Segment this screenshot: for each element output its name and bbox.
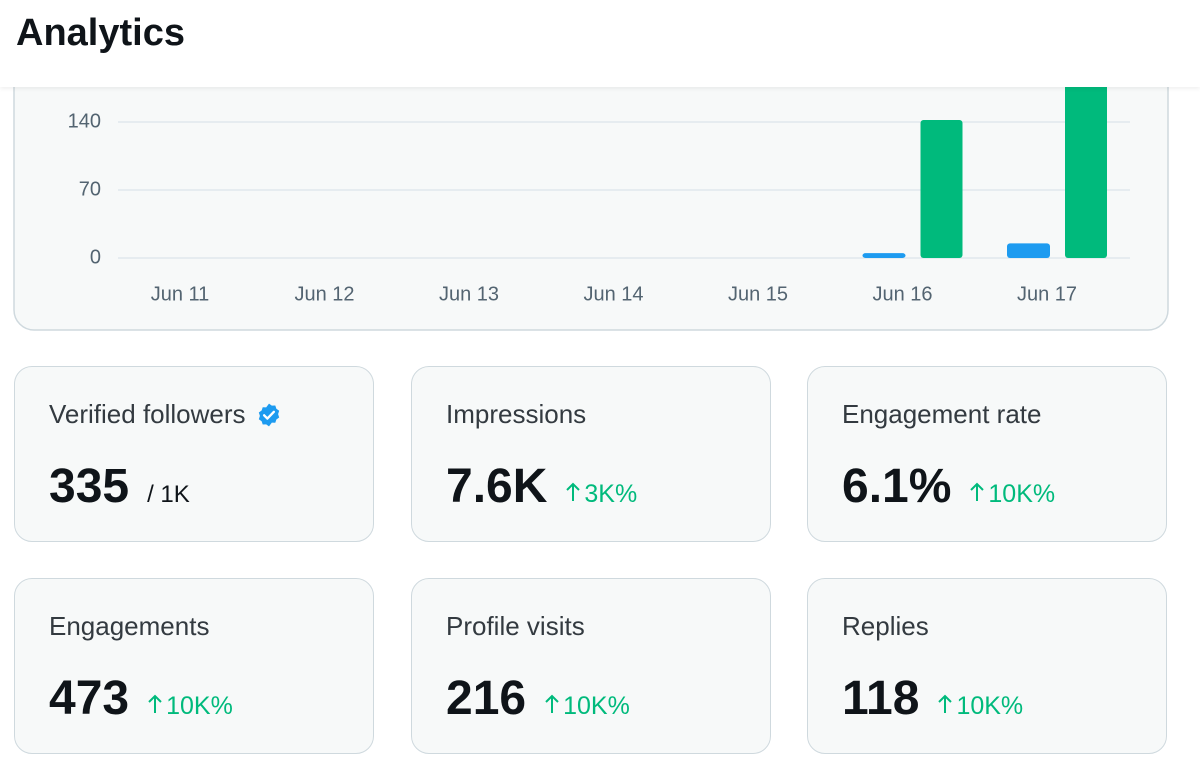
page-title: Analytics — [16, 12, 185, 54]
x-tick-label: Jun 11 — [151, 283, 210, 305]
metric-change: 10K% — [969, 480, 1055, 509]
metric-value: 6.1% — [842, 460, 952, 513]
up-arrow — [545, 694, 559, 713]
metric-row: 6.1% 10K% — [842, 459, 1055, 514]
metric-label: Engagement rate — [842, 399, 1041, 430]
metric-change: 3K% — [565, 480, 637, 509]
y-tick-label: 140 — [68, 110, 101, 132]
metric-value: 118 — [842, 672, 920, 725]
bar — [1007, 243, 1050, 258]
metric-row: 216 10K% — [446, 671, 630, 726]
metric-card[interactable]: Replies 118 10K% — [807, 578, 1167, 754]
metric-label-text: Impressions — [446, 399, 587, 429]
metric-label: Profile visits — [446, 611, 585, 642]
x-tick-label: Jun 12 — [294, 283, 354, 305]
metric-label-text: Verified followers — [49, 399, 246, 429]
metric-value: 473 — [49, 672, 130, 725]
metric-label-text: Profile visits — [446, 611, 585, 641]
metric-change-text: 10K% — [166, 692, 233, 720]
verified-badge — [258, 403, 279, 426]
up-arrow — [970, 482, 985, 501]
metric-row: 7.6K 3K% — [446, 459, 637, 514]
metric-card[interactable]: Engagements 473 10K% — [14, 578, 374, 754]
bar — [1065, 87, 1107, 258]
y-tick-label: 0 — [90, 246, 101, 268]
chart: 0 70 140 Jun 11 Jun 12 Jun 13 Jun 14 Jun 15 Jun… — [13, 19, 1169, 331]
x-tick-label: Jun 16 — [872, 283, 932, 305]
x-tick-label: Jun 17 — [1017, 283, 1077, 305]
metric-label-text: Engagement rate — [842, 399, 1042, 429]
x-tick-label: Jun 13 — [439, 283, 499, 305]
metric-label-text: Engagements — [49, 611, 210, 641]
up-arrow — [938, 694, 953, 713]
metric-row: 335 / 1K — [49, 459, 190, 514]
metric-change: 10K% — [937, 692, 1023, 721]
metric-value: 335 — [49, 460, 130, 513]
metric-row: 118 10K% — [842, 671, 1023, 726]
metric-change: 10K% — [147, 692, 233, 721]
metric-change: 10K% — [544, 692, 630, 721]
bar — [920, 120, 963, 258]
plot: 0 70 140 — [68, 87, 1130, 268]
y-tick-label: 70 — [79, 178, 101, 200]
bar — [862, 253, 906, 258]
metric-change-text: 3K% — [584, 480, 638, 508]
metric-card[interactable]: Engagement rate 6.1% 10K% — [807, 366, 1167, 542]
metric-label: Verified followers — [49, 399, 282, 430]
metric-change-text: 10K% — [988, 480, 1056, 508]
metric-label: Engagements — [49, 611, 209, 642]
x-tick-label: Jun 14 — [583, 283, 643, 305]
up-arrow — [566, 482, 581, 501]
metric-row: 473 10K% — [49, 671, 233, 726]
metric-label: Replies — [842, 611, 929, 642]
metric-card[interactable]: Profile visits 216 10K% — [411, 578, 771, 754]
metric-card[interactable]: Impressions 7.6K 3K% — [411, 366, 771, 542]
metric-value: 7.6K — [446, 460, 548, 513]
metric-label: Impressions — [446, 399, 586, 430]
x-tick-label: Jun 15 — [728, 283, 788, 305]
metric-change-text: 10K% — [956, 692, 1024, 720]
metric-card[interactable]: Verified followers 335 / 1K — [14, 366, 374, 542]
header: Analytics — [0, 0, 1200, 87]
metric-total: / 1K — [147, 481, 190, 508]
metric-change-text: 10K% — [563, 692, 630, 720]
metric-label-text: Replies — [842, 611, 929, 641]
metric-value: 216 — [446, 672, 527, 725]
up-arrow — [148, 694, 162, 713]
